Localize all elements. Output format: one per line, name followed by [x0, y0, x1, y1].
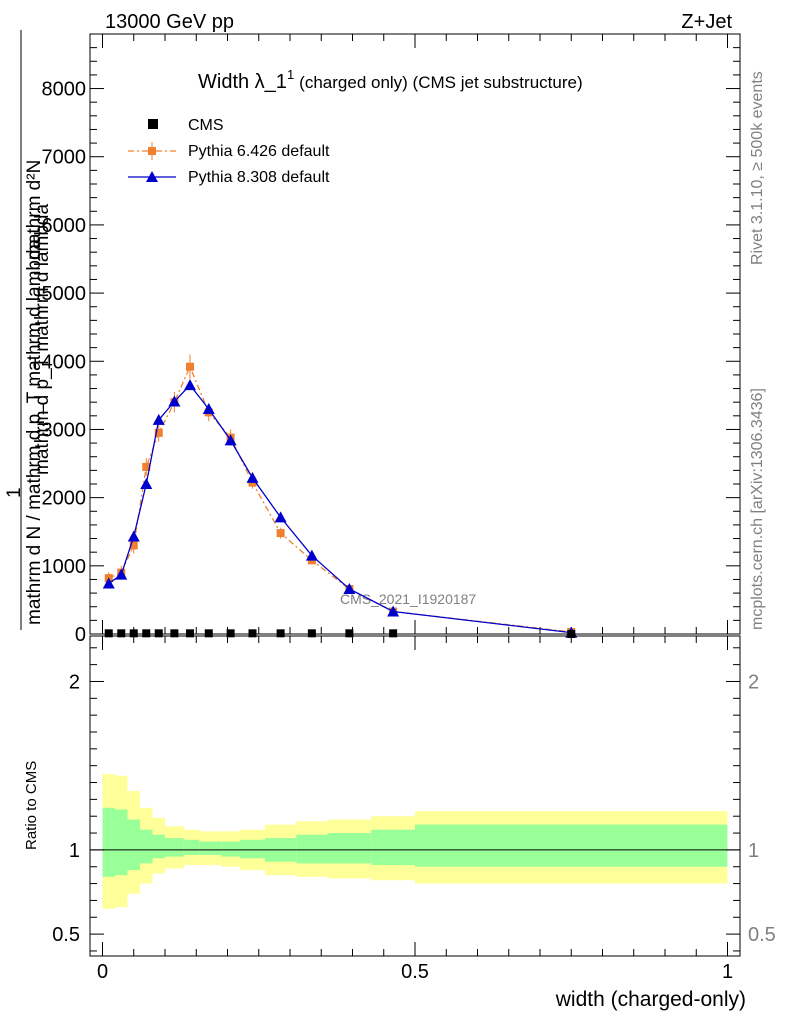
- main-y-tick-label: 0: [75, 624, 86, 646]
- pythia8-point: [274, 511, 287, 523]
- cms-point: [117, 629, 126, 638]
- y-label-one: 1: [4, 487, 25, 498]
- cms-point: [142, 629, 151, 638]
- cms-point: [104, 629, 113, 638]
- main-y-tick-label: 2000: [42, 488, 87, 510]
- cms-point: [307, 629, 316, 638]
- legend: CMS Pythia 6.426 default Pythia 8.308 de…: [128, 117, 330, 186]
- main-y-tick-label: 7000: [42, 147, 87, 169]
- ratio-y-tick-label-right: 2: [748, 671, 759, 693]
- ratio-inner-band: [327, 833, 372, 864]
- main-y-ticks: 0 1000 2000 3000 4000 5000 6000 7000 8000: [42, 47, 740, 646]
- cms-point: [345, 629, 354, 638]
- ratio-y-tick-label-right: 1: [748, 840, 759, 862]
- main-x-ticks: [102, 34, 728, 634]
- ratio-y-tick-label: 0.5: [52, 924, 80, 946]
- main-y-tick-label: 5000: [42, 283, 87, 305]
- ratio-inner-band: [152, 834, 165, 859]
- analysis-watermark: CMS_2021_I1920187: [340, 591, 476, 607]
- plot-title-main: Width λ_1: [198, 71, 287, 93]
- pythia8-point: [127, 530, 140, 542]
- cms-series: [104, 629, 576, 638]
- ratio-bands: [102, 774, 728, 909]
- pythia8-point: [343, 583, 356, 594]
- plot-title: Width λ_11 (charged only) (CMS jet substr…: [198, 67, 583, 93]
- header-right: Z+Jet: [681, 11, 732, 33]
- legend-py6-label: Pythia 6.426 default: [188, 143, 330, 160]
- pythia8-point: [152, 413, 165, 425]
- ratio-inner-band: [102, 807, 115, 877]
- y-label-numerator2: mathrm d p_T mathrm d lambda: [32, 204, 53, 475]
- x-tick-label: 0.5: [401, 961, 429, 983]
- ratio-inner-band: [221, 841, 240, 857]
- ratio-y-tick-label: 1: [69, 840, 80, 862]
- ratio-inner-band: [140, 829, 153, 864]
- main-y-tick-label: 3000: [42, 419, 87, 441]
- x-axis-label: width (charged-only): [555, 988, 746, 1011]
- pythia8-point: [115, 568, 128, 580]
- ratio-plot-frame: [89, 635, 741, 957]
- ratio-inner-band: [415, 824, 728, 867]
- ratio-inner-band: [115, 809, 128, 876]
- cms-point: [186, 629, 194, 638]
- ratio-inner-band: [240, 839, 265, 859]
- pythia6-point: [276, 529, 285, 538]
- cms-point: [170, 629, 179, 638]
- main-y-tick-label: 1000: [42, 556, 87, 578]
- rivet-label: Rivet 3.1.10, ≥ 500k events: [749, 71, 766, 265]
- ratio-y-tick-label-right: 0.5: [748, 924, 776, 946]
- pythia8-point: [224, 434, 237, 446]
- pythia8-point: [202, 403, 215, 414]
- pythia8-point: [168, 395, 181, 407]
- y-label-numerator: mathrm d²N: [24, 160, 45, 260]
- ratio-inner-band: [371, 829, 415, 866]
- cms-point: [248, 629, 257, 638]
- main-y-tick-label: 4000: [42, 351, 87, 373]
- ratio-inner-band: [127, 819, 140, 871]
- legend-py8-label: Pythia 8.308 default: [188, 169, 330, 186]
- ratio-x-ticks: 0 0.5 1: [97, 636, 733, 983]
- cms-point: [567, 630, 576, 638]
- ratio-y-tick-label: 2: [69, 671, 80, 693]
- ratio-inner-band: [199, 841, 222, 855]
- ratio-y-ticks: 0.5 0.5 1 1 2 2: [52, 647, 776, 952]
- main-y-tick-label: 8000: [42, 79, 87, 101]
- pythia8-point: [246, 471, 259, 483]
- x-tick-label: 0: [97, 961, 108, 983]
- pythia8-point: [387, 605, 400, 617]
- cms-point: [204, 629, 213, 638]
- legend-cms-label: CMS: [188, 117, 224, 134]
- plot-title-suffix: (charged only) (CMS jet substructure): [299, 73, 582, 92]
- cms-point: [389, 629, 398, 638]
- cms-point: [154, 629, 163, 638]
- pythia6-point: [154, 428, 163, 437]
- pythia8-point: [102, 577, 115, 589]
- y-label-denominator: mathrm d N / mathrm d p_T mathrm d lambd…: [24, 238, 45, 625]
- pythia6-point: [186, 362, 194, 371]
- main-y-tick-label: 6000: [42, 215, 87, 237]
- ratio-inner-band: [165, 838, 184, 857]
- ratio-inner-band: [296, 834, 328, 864]
- cms-point: [226, 629, 235, 638]
- legend-py8-marker: [146, 171, 158, 182]
- plot-title-sup: 1: [287, 67, 294, 82]
- cms-point: [129, 629, 138, 638]
- pythia8-point: [305, 549, 318, 561]
- header-left: 13000 GeV pp: [105, 11, 234, 33]
- pythia6-point: [129, 541, 138, 550]
- ratio-y-label: Ratio to CMS: [23, 761, 40, 850]
- pythia6-point: [142, 462, 151, 471]
- pythia8-point: [140, 478, 153, 489]
- x-tick-label: 1: [722, 961, 733, 983]
- pythia8-point: [184, 379, 196, 391]
- ratio-inner-band: [183, 839, 200, 855]
- mcplots-label: mcplots.cern.ch [arXiv:1306.3436]: [749, 388, 766, 630]
- cms-point: [276, 629, 285, 638]
- legend-cms-marker: [148, 119, 158, 129]
- main-y-axis-label: mathrm d²N mathrm d p_T mathrm d lambda …: [4, 30, 53, 630]
